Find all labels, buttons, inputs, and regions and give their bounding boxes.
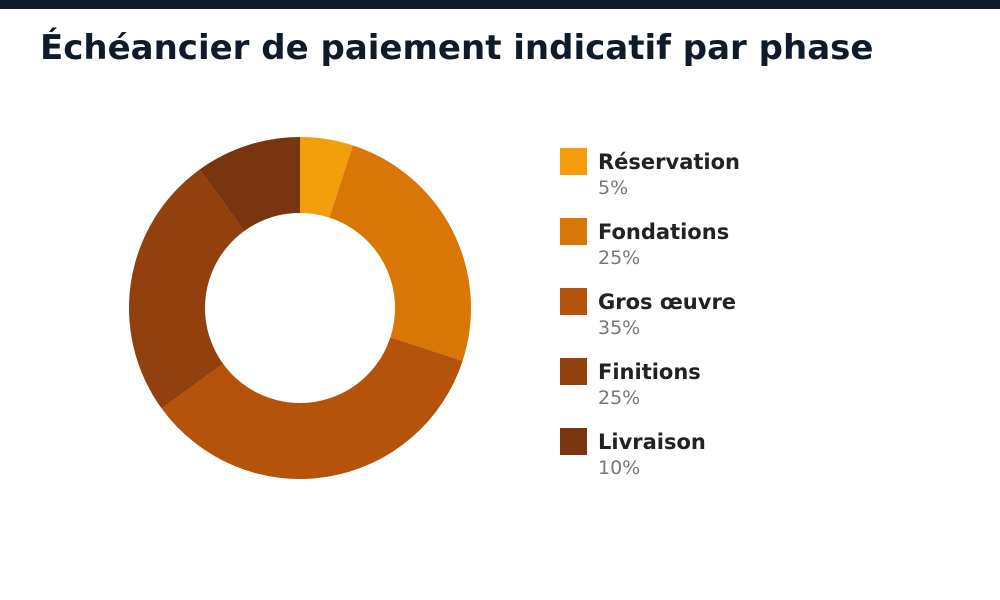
donut-slice-5 (199, 137, 300, 232)
legend-swatch (560, 148, 587, 175)
donut-slice-2 (329, 145, 471, 361)
legend-swatch (560, 358, 587, 385)
legend-label: Finitions (598, 360, 701, 384)
legend-swatch (560, 218, 587, 245)
legend-swatch (560, 288, 587, 315)
legend-value: 25% (598, 247, 641, 269)
legend-label: Réservation (598, 150, 740, 174)
legend-label: Fondations (598, 220, 730, 244)
legend-label: Gros œuvre (598, 290, 737, 314)
donut-slice-1 (300, 137, 353, 218)
legend-value: 5% (598, 177, 629, 199)
chart-title: Échéancier de paiement indicatif par pha… (40, 28, 874, 68)
donut-slice-4 (129, 169, 245, 409)
legend-value: 35% (598, 317, 641, 339)
legend-label: Livraison (598, 430, 706, 454)
donut-slice-3 (161, 337, 463, 480)
top-accent-bar (0, 0, 1000, 9)
legend-swatch (560, 428, 587, 455)
legend-value: 25% (598, 387, 641, 409)
legend-value: 10% (598, 457, 641, 479)
